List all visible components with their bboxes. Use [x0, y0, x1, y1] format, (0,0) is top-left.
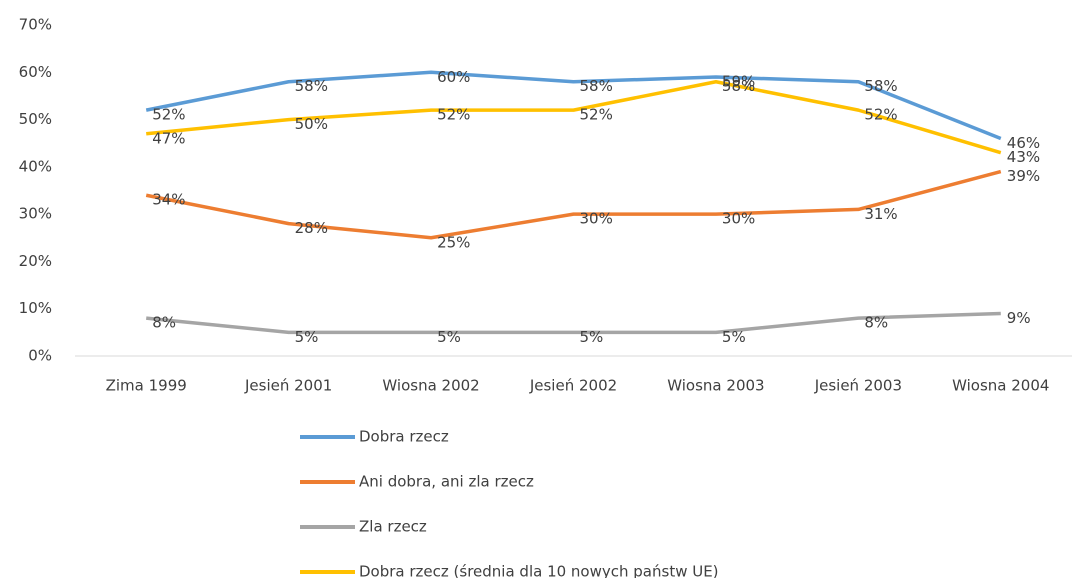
series-line — [146, 311, 1001, 335]
y-tick-label: 30% — [19, 205, 52, 223]
data-label: 46% — [1007, 134, 1040, 152]
data-label: 30% — [722, 210, 755, 228]
data-label: 39% — [1007, 167, 1040, 185]
data-label: 9% — [1007, 309, 1031, 327]
data-label: 52% — [864, 106, 897, 124]
data-label: 52% — [580, 106, 613, 124]
y-tick-label: 70% — [19, 16, 52, 34]
series-line — [145, 169, 1002, 240]
data-label: 5% — [437, 328, 461, 346]
data-label: 8% — [152, 314, 176, 332]
legend-label: Ani dobra, ani zla rzecz — [359, 473, 534, 491]
legend-label: Zla rzecz — [359, 518, 427, 536]
data-label: 58% — [580, 77, 613, 95]
data-label: 28% — [295, 219, 328, 237]
x-tick-label: Wiosna 2004 — [952, 377, 1049, 395]
legend-label: Dobra rzecz — [359, 428, 449, 446]
data-label: 34% — [152, 191, 185, 209]
data-label: 52% — [152, 106, 185, 124]
data-label: 5% — [722, 328, 746, 346]
x-tick-label: Jesień 2003 — [814, 377, 902, 395]
x-tick-label: Jesień 2002 — [529, 377, 617, 395]
data-label: 8% — [864, 314, 888, 332]
x-tick-label: Wiosna 2002 — [382, 377, 479, 395]
data-label: 50% — [295, 115, 328, 133]
x-tick-label: Wiosna 2003 — [667, 377, 764, 395]
data-label: 58% — [864, 77, 897, 95]
x-tick-label: Zima 1999 — [106, 377, 187, 395]
data-label: 58% — [295, 77, 328, 95]
data-label: 30% — [580, 210, 613, 228]
data-label: 60% — [437, 68, 470, 86]
data-label: 31% — [864, 205, 897, 223]
data-label: 43% — [1007, 148, 1040, 166]
data-label: 5% — [295, 328, 319, 346]
y-tick-label: 60% — [19, 63, 52, 81]
y-tick-label: 50% — [19, 110, 52, 128]
y-tick-label: 0% — [28, 347, 52, 365]
y-tick-label: 20% — [19, 252, 52, 270]
data-label: 58% — [722, 77, 755, 95]
x-tick-label: Jesień 2001 — [244, 377, 332, 395]
data-label: 5% — [580, 328, 604, 346]
legend-label: Dobra rzecz (średnia dla 10 nowych państ… — [359, 563, 719, 578]
data-label: 52% — [437, 106, 470, 124]
series-line — [146, 79, 1002, 155]
series-line — [145, 70, 1002, 141]
data-label: 59% — [722, 73, 755, 91]
y-tick-label: 40% — [19, 157, 52, 175]
data-label: 47% — [152, 129, 185, 147]
y-tick-label: 10% — [19, 299, 52, 317]
data-label: 25% — [437, 233, 470, 251]
